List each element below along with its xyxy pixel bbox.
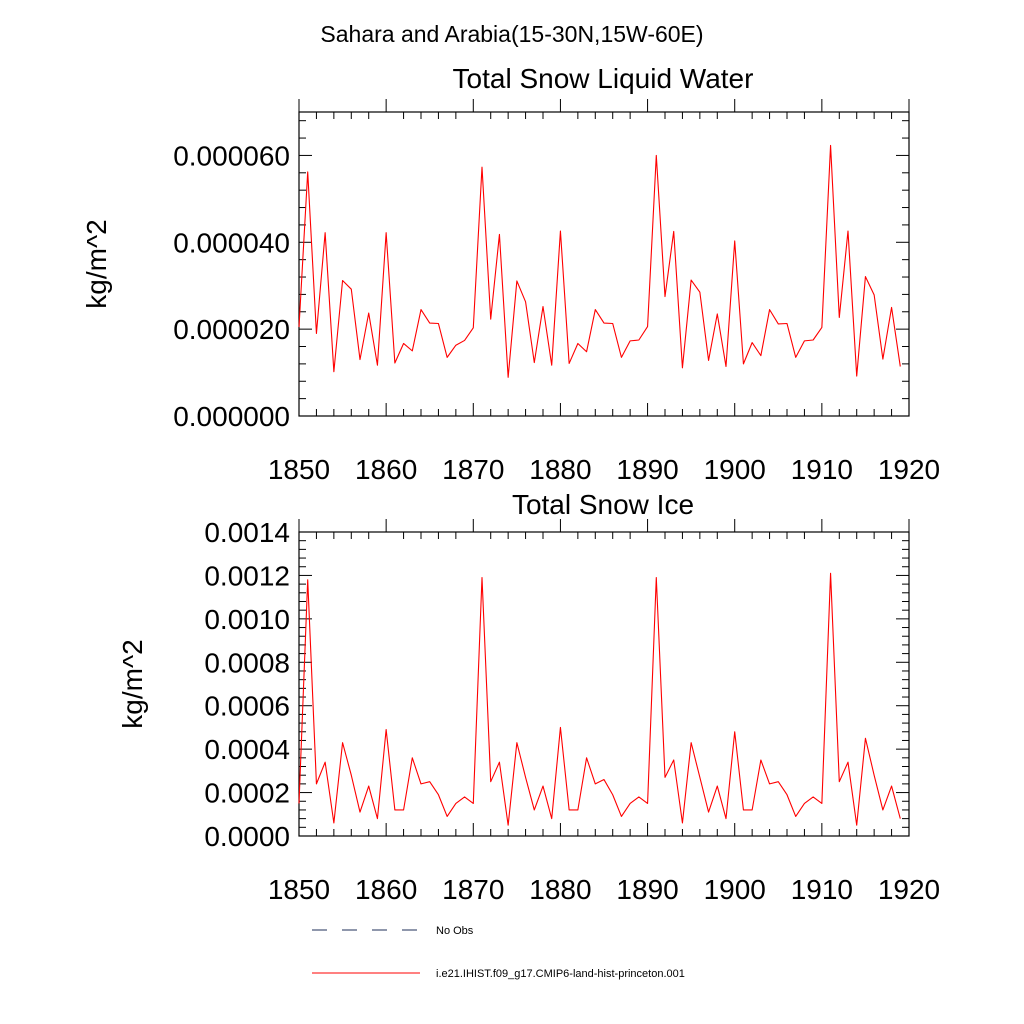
axis-tick-labels: 1850 1860 1870 1880 1890 1900 1910 1920 0.000000… [173, 140, 940, 485]
y-tick-label: 0.0002 [204, 778, 290, 809]
axis-ticks [298, 519, 910, 837]
x-tick-label: 1910 [791, 874, 853, 905]
x-tick-label: 1890 [616, 454, 678, 485]
plot-frame [298, 111, 910, 417]
legend-label-no-obs: No Obs [436, 925, 474, 937]
x-tick-label: 1920 [878, 454, 940, 485]
series-line [298, 144, 901, 378]
y-tick-label: 0.000020 [173, 314, 290, 345]
x-tick-label: 1880 [529, 454, 591, 485]
y-axis-label: kg/m^2 [117, 639, 148, 728]
x-tick-label: 1860 [355, 874, 417, 905]
legend-label-model: i.e21.IHIST.f09_g17.CMIP6-land-hist-prin… [436, 968, 685, 980]
axis-tick-labels: 1850 1860 1870 1880 1890 1900 1910 1920 0.0000 0.… [204, 517, 940, 905]
x-tick-label: 1870 [442, 454, 504, 485]
panel-total-snow-liquid-water: Total Snow Liquid Water kg/m^2 1850 1860 1… [81, 63, 940, 485]
y-tick-label: 0.000060 [173, 140, 290, 171]
panel-total-snow-ice: Total Snow Ice kg/m^2 1850 1860 1870 1880 18… [117, 489, 940, 905]
series-group [298, 572, 901, 826]
y-tick-label: 0.0006 [204, 691, 290, 722]
x-tick-label: 1920 [878, 874, 940, 905]
x-tick-label: 1880 [529, 874, 591, 905]
x-tick-label: 1850 [268, 454, 330, 485]
y-tick-label: 0.000040 [173, 227, 290, 258]
y-tick-label: 0.0014 [204, 517, 290, 548]
y-tick-label: 0.0008 [204, 647, 290, 678]
y-tick-label: 0.0010 [204, 604, 290, 635]
y-tick-label: 0.0004 [204, 734, 290, 765]
x-tick-label: 1900 [704, 874, 766, 905]
series-group [298, 144, 901, 378]
panel-title: Total Snow Ice [512, 489, 694, 520]
x-tick-label: 1890 [616, 874, 678, 905]
figure-supertitle: Sahara and Arabia(15-30N,15W-60E) [320, 21, 703, 47]
legend: No Obs i.e21.IHIST.f09_g17.CMIP6-land-hi… [312, 925, 685, 980]
y-tick-label: 0.0000 [204, 821, 290, 852]
y-tick-label: 0.0012 [204, 560, 290, 591]
x-tick-label: 1850 [268, 874, 330, 905]
axis-ticks [298, 99, 910, 417]
plot-frame [298, 531, 910, 837]
y-tick-label: 0.000000 [173, 401, 290, 432]
x-tick-label: 1910 [791, 454, 853, 485]
x-tick-label: 1870 [442, 874, 504, 905]
x-tick-label: 1900 [704, 454, 766, 485]
y-axis-label: kg/m^2 [81, 219, 112, 308]
series-line [298, 572, 901, 826]
panel-title: Total Snow Liquid Water [453, 63, 754, 94]
x-tick-label: 1860 [355, 454, 417, 485]
